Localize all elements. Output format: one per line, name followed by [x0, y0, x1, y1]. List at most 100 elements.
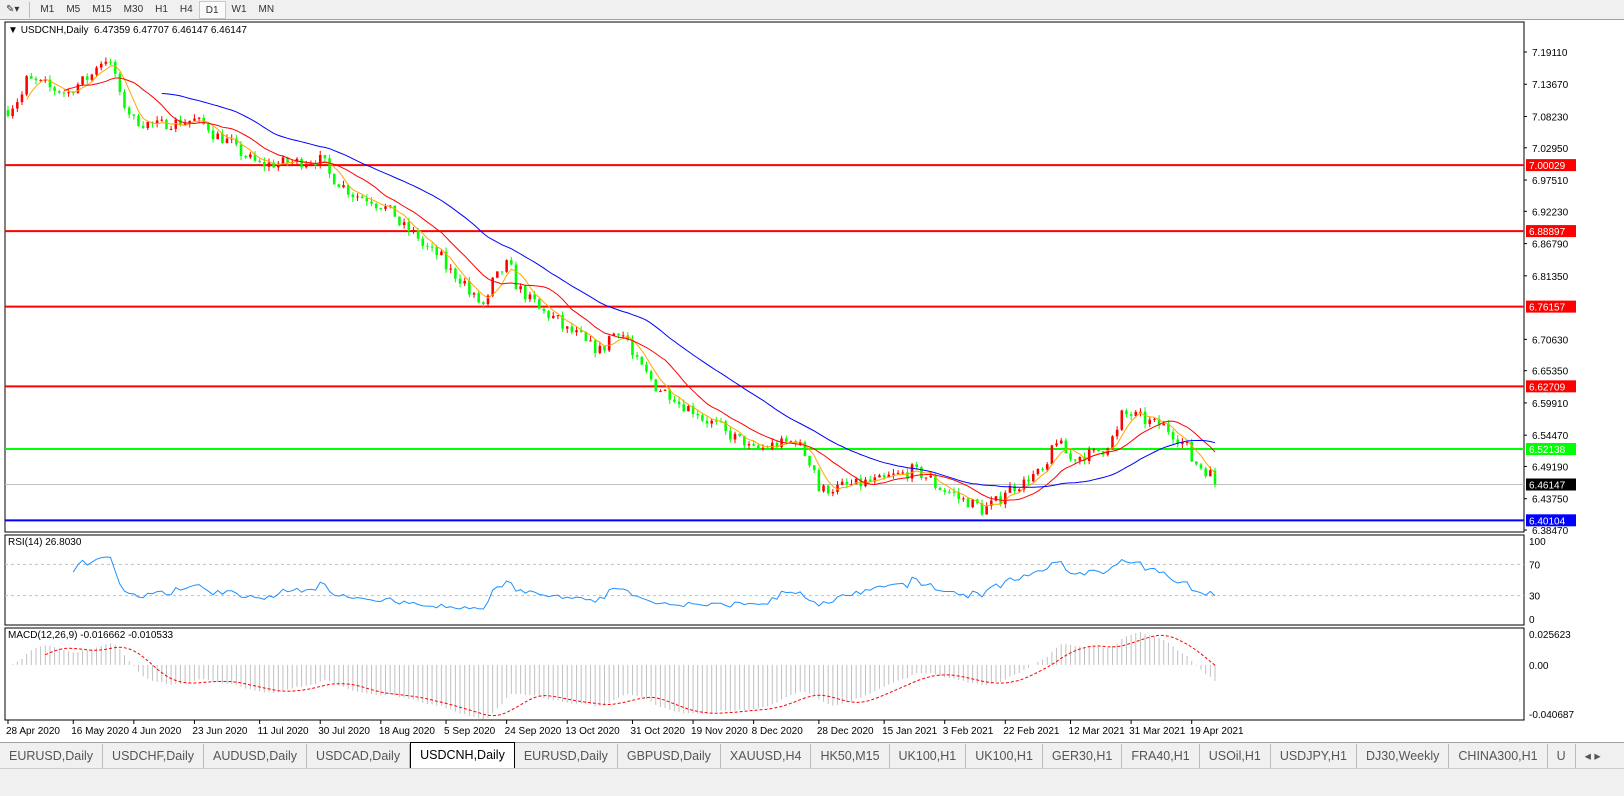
chart-canvas[interactable]: 7.00029 6.88897 6.76157 6.62709 6.52138 6.401… — [0, 20, 1624, 740]
candle-body — [836, 484, 839, 492]
tab-usdcad-daily[interactable]: USDCAD,Daily — [307, 744, 411, 768]
candle-body — [430, 246, 434, 248]
candle-body — [104, 61, 108, 64]
candle-body — [743, 435, 746, 446]
candle-body — [626, 335, 630, 340]
candle-body — [696, 413, 699, 416]
timeframe-h4[interactable]: H4 — [179, 3, 193, 15]
tab-dj30-weekly[interactable]: DJ30,Weekly — [1357, 744, 1450, 768]
candle-body — [607, 336, 611, 351]
candle-body — [808, 455, 811, 466]
candle-body — [542, 308, 546, 312]
tab-hk50-m15[interactable]: HK50,M15 — [811, 744, 890, 768]
candle-body — [733, 433, 737, 440]
candle-body — [934, 475, 937, 488]
candle-body — [780, 438, 783, 448]
candle-body — [76, 84, 80, 93]
tab-xauusd-h4[interactable]: XAUUSD,H4 — [721, 744, 812, 768]
tab-usdcnh-daily[interactable]: USDCNH,Daily — [410, 742, 515, 768]
timeframe-m30[interactable]: M30 — [123, 3, 144, 15]
candle-body — [519, 286, 522, 290]
tab-china300-h1[interactable]: CHINA300,H1 — [1449, 744, 1548, 768]
candle-body — [67, 92, 70, 94]
timeframe-h1[interactable]: H1 — [155, 3, 168, 15]
candle-body — [645, 364, 648, 372]
timeframe-m5[interactable]: M5 — [66, 3, 81, 15]
date-tick-label: 19 Nov 2020 — [691, 726, 748, 737]
tab-usdchf-daily[interactable]: USDCHF,Daily — [103, 744, 204, 768]
tab-u[interactable]: U — [1548, 744, 1576, 768]
candle-body — [715, 420, 718, 422]
date-tick-label: 11 Jul 2020 — [258, 726, 309, 737]
candle-body — [127, 107, 131, 115]
timeframe-mn[interactable]: MN — [258, 3, 275, 15]
candle-body — [1078, 456, 1082, 461]
candle-body — [486, 295, 490, 305]
candle-body — [463, 281, 466, 284]
candle-body — [510, 260, 513, 265]
rsi-line — [72, 556, 1216, 610]
tab-uk100-h1[interactable]: UK100,H1 — [890, 744, 967, 768]
candle-body — [435, 246, 439, 256]
candle-body — [817, 469, 821, 492]
timeframe-m15[interactable]: M15 — [92, 3, 112, 15]
candle-body — [980, 503, 984, 515]
chart-window[interactable]: 7.00029 6.88897 6.76157 6.62709 6.52138 6.401… — [0, 20, 1624, 740]
date-tick-label: 4 Jun 2020 — [132, 726, 182, 737]
candle-body — [649, 371, 653, 380]
tab-audusd-daily[interactable]: AUDUSD,Daily — [204, 744, 308, 768]
date-tick-label: 31 Oct 2020 — [630, 726, 685, 737]
tab-scroll-arrows-icon[interactable]: ◂ ▸ — [1584, 749, 1601, 763]
tab-gbpusd-daily[interactable]: GBPUSD,Daily — [618, 744, 721, 768]
candle-body — [374, 203, 378, 209]
chart-ohlc: 6.47359 6.47707 6.46147 6.46147 — [94, 25, 247, 36]
candle-body — [477, 293, 480, 303]
candle-body — [482, 302, 485, 305]
candle-body — [272, 162, 275, 168]
date-tick-label: 18 Aug 2020 — [379, 726, 436, 737]
candle-body — [1083, 456, 1086, 461]
timeframe-w1[interactable]: W1 — [231, 3, 247, 15]
tab-ger30-h1[interactable]: GER30,H1 — [1043, 744, 1123, 768]
candle-body — [1092, 449, 1096, 451]
candle-body — [570, 326, 574, 333]
macd-tick-label: -0.040687 — [1529, 710, 1574, 721]
candle-body — [1073, 459, 1077, 461]
tab-usoil-h1[interactable]: USOil,H1 — [1200, 744, 1271, 768]
candle-body — [985, 505, 988, 515]
candle-body — [1176, 439, 1179, 445]
collapse-triangle-icon[interactable]: ▼ — [8, 25, 18, 36]
candle-body — [454, 268, 457, 279]
macd-tick-label: 0.025623 — [1529, 630, 1571, 641]
candle-body — [761, 447, 765, 449]
tab-eurusd-daily[interactable]: EURUSD,Daily — [515, 744, 618, 768]
candle-body — [640, 356, 644, 365]
timeframe-d1[interactable]: D1 — [198, 0, 226, 19]
tab-fra40-h1[interactable]: FRA40,H1 — [1122, 744, 1200, 768]
candle-body — [141, 125, 145, 128]
candle-body — [812, 465, 816, 470]
candle-body — [659, 390, 662, 392]
tab-usdjpy-h1[interactable]: USDJPY,H1 — [1271, 744, 1357, 768]
candle-body — [994, 496, 998, 501]
candle-body — [1022, 479, 1026, 490]
candle-body — [188, 120, 192, 124]
candle-body — [826, 485, 830, 494]
candle-body — [6, 110, 10, 117]
candle-body — [1008, 485, 1012, 493]
date-tick-label: 31 Mar 2021 — [1129, 726, 1186, 737]
tab-uk100-h1[interactable]: UK100,H1 — [966, 744, 1043, 768]
candle-body — [207, 124, 210, 131]
price-tick-label: 7.13670 — [1532, 80, 1569, 91]
candle-body — [868, 479, 872, 482]
candle-body — [11, 108, 14, 117]
timeframe-m1[interactable]: M1 — [40, 3, 55, 15]
tab-eurusd-daily[interactable]: EURUSD,Daily — [0, 744, 104, 768]
line-tools-icon[interactable]: ✎▾ — [6, 3, 20, 15]
candle-body — [906, 472, 909, 479]
candle-body — [1036, 469, 1040, 475]
candle-body — [729, 430, 732, 440]
date-tick-label: 5 Sep 2020 — [444, 726, 496, 737]
date-tick-label: 8 Dec 2020 — [752, 726, 804, 737]
candle-body — [123, 91, 126, 108]
